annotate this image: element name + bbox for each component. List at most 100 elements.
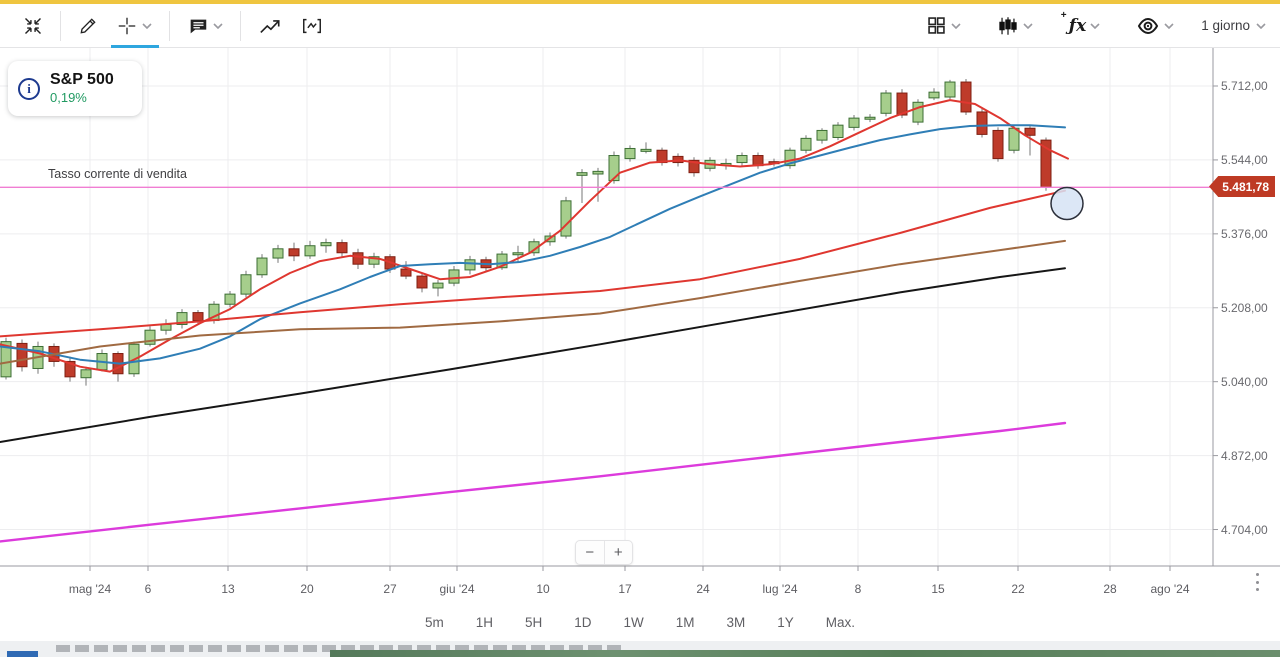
candle-up — [496, 253, 508, 269]
candle-up — [1008, 127, 1020, 151]
candle-down — [64, 360, 76, 378]
candle-up — [864, 116, 876, 120]
candle-up — [784, 149, 796, 167]
candle-up — [256, 257, 268, 276]
candle-down — [1024, 127, 1036, 136]
cropped-text — [56, 645, 622, 652]
bracket-wave-icon — [303, 18, 321, 33]
candle-up — [304, 245, 316, 257]
candle-down — [336, 242, 348, 254]
candle-up — [432, 282, 444, 289]
chevron-down-icon — [1023, 22, 1033, 29]
x-axis-label: giu '24 — [439, 582, 475, 596]
zoom-in-button[interactable]: + — [613, 544, 623, 561]
x-axis-label: 8 — [854, 582, 862, 596]
chevron-down-icon — [1090, 22, 1100, 29]
y-axis-label: 5.040,00 — [1221, 374, 1268, 389]
x-axis-label: 28 — [1103, 582, 1117, 596]
chevron-down-icon — [142, 22, 152, 29]
trend-line-tool-button[interactable] — [249, 4, 291, 47]
timeframe-button-1h[interactable]: 1H — [475, 615, 493, 630]
interval-selector[interactable]: 1 giorno — [1201, 18, 1266, 33]
zoom-controls: − + — [575, 540, 633, 565]
ma-fast-red — [0, 99, 1069, 373]
ma-slow-red — [0, 189, 1066, 338]
axis-more-menu[interactable] — [1251, 571, 1263, 593]
x-axis-label: 6 — [144, 582, 152, 596]
cropped-green-bar — [330, 650, 1280, 657]
candle-up — [912, 101, 924, 123]
timeframe-button-max[interactable]: Max. — [825, 615, 856, 630]
chevron-down-icon — [1164, 22, 1174, 29]
indicators-button[interactable]: + ƒx — [1060, 4, 1109, 47]
timeframe-button-1d[interactable]: 1D — [574, 615, 592, 630]
y-axis-label: 5.376,00 — [1221, 226, 1268, 241]
eye-icon — [1138, 17, 1159, 34]
candle-up — [368, 256, 380, 265]
candle-down — [976, 111, 988, 135]
x-axis-label: mag '24 — [68, 582, 112, 596]
timeframe-button-1m[interactable]: 1M — [675, 615, 695, 630]
candle-down — [992, 129, 1004, 160]
candle-down — [16, 342, 28, 368]
sell-rate-line-label: Tasso corrente di vendita — [48, 167, 187, 181]
toolbar-separator — [240, 10, 241, 41]
timeframe-button-1w[interactable]: 1W — [623, 615, 644, 630]
pencil-icon — [80, 17, 96, 34]
toolbar-separator — [60, 10, 61, 41]
candle-up — [592, 170, 604, 175]
candle-up — [832, 124, 844, 138]
x-axis-label: 20 — [300, 582, 314, 596]
candle-up — [512, 252, 524, 256]
ma-brown — [0, 239, 1066, 365]
collapse-fullscreen-button[interactable] — [14, 4, 52, 47]
chevron-down-icon — [213, 22, 223, 29]
x-axis-label: 10 — [536, 582, 550, 596]
info-icon[interactable]: i — [18, 77, 40, 100]
candle-up — [464, 259, 476, 271]
pattern-tool-button[interactable] — [291, 4, 333, 47]
x-axis-label: 13 — [221, 582, 235, 596]
visibility-button[interactable] — [1127, 4, 1183, 47]
candle-down — [416, 275, 428, 289]
candle-up — [80, 369, 92, 379]
draw-tool-button[interactable] — [69, 4, 107, 47]
candle-up — [144, 329, 156, 345]
zoom-out-button[interactable]: − — [585, 544, 595, 561]
ma-blue — [0, 124, 1066, 365]
candle-up — [240, 274, 252, 295]
candle-up — [272, 248, 284, 259]
candle-up — [640, 148, 652, 152]
candle-down — [192, 312, 204, 322]
candle-up — [176, 312, 188, 325]
annotation-tool-button[interactable] — [178, 4, 232, 47]
candle-down — [352, 252, 364, 265]
candle-down — [400, 268, 412, 277]
layout-grid-button[interactable] — [917, 4, 970, 47]
x-axis-label: 24 — [696, 582, 710, 596]
candle-up — [0, 341, 12, 378]
candle-up — [848, 117, 860, 128]
timeframe-button-3m[interactable]: 3M — [726, 615, 746, 630]
candle-up — [624, 147, 636, 160]
top-accent-strip — [0, 0, 1280, 4]
timeframe-button-5m[interactable]: 5m — [424, 615, 444, 630]
candle-up — [736, 155, 748, 164]
candle-up — [560, 200, 572, 237]
candle-up — [320, 242, 332, 247]
timeframe-button-5h[interactable]: 5H — [524, 615, 543, 630]
instrument-card[interactable]: i S&P 500 0,19% — [8, 61, 142, 116]
x-axis-label: lug '24 — [762, 582, 798, 596]
chart-type-button[interactable] — [988, 4, 1042, 47]
timeframe-button-1y[interactable]: 1Y — [777, 615, 794, 630]
candle-up — [800, 137, 812, 151]
candle-down — [688, 159, 700, 174]
x-axis-label: ago '24 — [1150, 582, 1190, 596]
y-axis-label: 5.544,00 — [1221, 152, 1268, 167]
crosshair-icon — [118, 17, 136, 34]
crosshair-tool-button[interactable] — [107, 4, 161, 48]
trend-arrow-icon — [260, 19, 280, 33]
instrument-name: S&P 500 — [50, 71, 114, 89]
chevron-down-icon — [1256, 22, 1266, 29]
